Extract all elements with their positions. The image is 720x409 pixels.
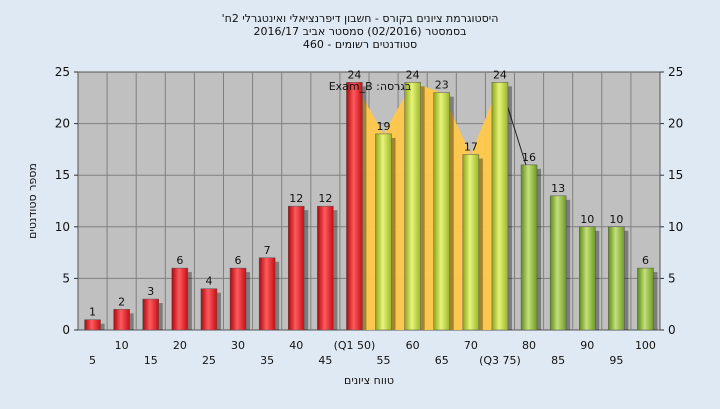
x-tick-label-2: 15 — [144, 354, 158, 367]
x-tick-label-13: 70 — [464, 339, 478, 352]
bar-value-label-3: 6 — [176, 254, 183, 267]
x-tick-label-5: 30 — [231, 339, 245, 352]
bar-10 — [375, 133, 392, 331]
bar-4 — [200, 288, 218, 331]
bar-1 — [113, 309, 130, 331]
y-axis-label: מספר סטודנטים — [26, 163, 39, 239]
bar-7 — [288, 205, 305, 331]
bar-value-label-13: 17 — [464, 141, 478, 154]
legend-label: בגרסה: Exam_B — [329, 80, 412, 93]
bar-2 — [142, 298, 159, 331]
x-tick-label-15: 80 — [522, 339, 536, 352]
x-tick-label-1: 10 — [115, 339, 129, 352]
bar-13 — [462, 154, 480, 331]
x-tick-label-4: 25 — [202, 354, 216, 367]
x-tick-label-12: 65 — [435, 354, 449, 367]
x-tick-label-16: 85 — [551, 354, 565, 367]
y-right-tick-label-2: 10 — [668, 220, 683, 234]
x-tick-label-18: 95 — [609, 354, 623, 367]
x-tick-label-10: 55 — [377, 354, 391, 367]
y-right-tick-label-1: 5 — [668, 271, 676, 285]
bar-9 — [346, 82, 363, 331]
y-left-tick-label-1: 5 — [62, 271, 70, 285]
bar-value-label-12: 23 — [435, 79, 449, 92]
bar-value-label-4: 4 — [205, 275, 212, 288]
bar-value-label-10: 19 — [377, 120, 391, 133]
y-right-tick-label-4: 20 — [668, 117, 683, 131]
x-tick-label-0: 5 — [89, 354, 96, 367]
y-left-tick-label-3: 15 — [55, 168, 70, 182]
bar-19 — [637, 267, 654, 331]
bar-6 — [258, 257, 276, 331]
bar-value-label-5: 6 — [235, 254, 242, 267]
bar-value-label-6: 7 — [264, 244, 271, 257]
bar-value-label-19: 6 — [642, 254, 649, 267]
bar-16 — [549, 195, 567, 331]
bar-value-label-18: 10 — [609, 213, 623, 226]
x-axis-label: טווח ציונים — [344, 374, 394, 387]
bar-value-label-8: 12 — [318, 192, 332, 205]
bar-value-label-2: 3 — [147, 285, 154, 298]
x-tick-label-9: (Q1 50) — [334, 339, 376, 352]
bar-0 — [84, 319, 101, 331]
bar-18 — [608, 226, 625, 331]
bar-value-label-15: 16 — [522, 151, 536, 164]
x-tick-label-19: 100 — [635, 339, 656, 352]
x-tick-label-11: 60 — [406, 339, 420, 352]
y-left-tick-label-4: 20 — [55, 117, 70, 131]
bar-value-label-17: 10 — [580, 213, 594, 226]
bars — [84, 82, 658, 331]
bar-3 — [171, 267, 189, 331]
bar-value-label-1: 2 — [118, 295, 125, 308]
bar-value-label-11: 24 — [406, 68, 420, 81]
y-right-tick-label-0: 0 — [668, 323, 676, 337]
x-tick-label-17: 90 — [580, 339, 594, 352]
bar-5 — [229, 267, 247, 331]
y-left-tick-label-0: 0 — [62, 323, 70, 337]
y-right-tick-label-5: 25 — [668, 65, 683, 79]
bar-15 — [520, 164, 538, 331]
bar-8 — [317, 205, 334, 331]
bar-value-label-7: 12 — [289, 192, 303, 205]
bar-11 — [404, 82, 421, 331]
y-left-tick-label-2: 10 — [55, 220, 70, 234]
y-axis-right: 0 5 10 15 20 25 — [660, 65, 683, 337]
y-axis-left: 0 5 10 15 20 25 — [55, 65, 78, 337]
bar-value-label-0: 1 — [89, 306, 96, 319]
bar-14 — [491, 82, 509, 331]
x-tick-label-3: 20 — [173, 339, 187, 352]
bar-17 — [579, 226, 596, 331]
x-tick-label-14: (Q3 75) — [479, 354, 521, 367]
chart-title-line-1: היסטוגרמת ציונים בקורס - חשבון דיפרנציאל… — [222, 12, 499, 25]
y-left-tick-label-5: 25 — [55, 65, 70, 79]
x-tick-label-8: 45 — [318, 354, 332, 367]
y-right-tick-label-3: 15 — [668, 168, 683, 182]
bar-value-label-16: 13 — [551, 182, 565, 195]
bar-value-label-9: 24 — [347, 68, 361, 81]
bar-value-label-14: 24 — [493, 68, 507, 81]
x-tick-label-6: 35 — [260, 354, 274, 367]
chart-title-line-2: בסמסטר (02/2016) סמסטר אביב 2016/17 — [253, 25, 466, 38]
chart-title-line-3: סטודנטים רשומים - 460 — [303, 38, 417, 51]
bar-12 — [433, 92, 450, 331]
x-tick-label-7: 40 — [289, 339, 303, 352]
